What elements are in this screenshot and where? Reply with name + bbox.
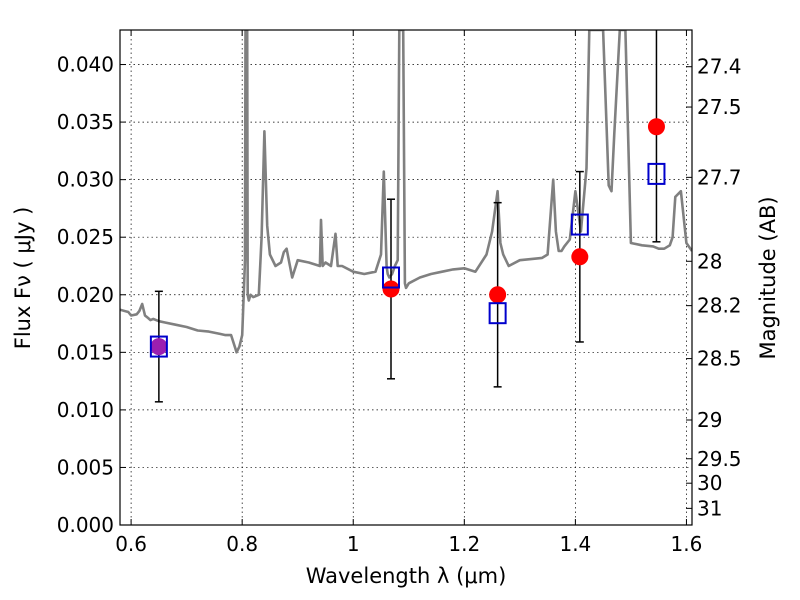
mag-tick-label: 27.4 [697, 55, 742, 79]
mag-tick-label: 28.5 [697, 347, 742, 371]
observed-point [489, 286, 507, 304]
grid [120, 30, 692, 525]
mag-tick-label: 31 [697, 496, 722, 520]
y-tick-label: 0.015 [57, 340, 114, 364]
mag-tick-label: 27.5 [697, 95, 742, 119]
x-tick-label: 1 [347, 532, 360, 556]
model-point [647, 162, 666, 185]
y-tick-label: 0.010 [57, 398, 114, 422]
y-tick-label: 0.040 [57, 53, 114, 77]
observed-point [382, 280, 400, 298]
y-tick-label: 0.020 [57, 283, 114, 307]
y-tick-label: 0.000 [57, 513, 114, 537]
observed-point [647, 118, 665, 136]
y-tick-label: 0.030 [57, 168, 114, 192]
x-tick-label: 0.8 [226, 532, 258, 556]
model-point [570, 213, 589, 236]
axes: 0.6 0.8 1 1.2 1.4 1.6 0.000 0.005 0.010 0.015 0.02… [57, 30, 742, 556]
mag-tick-label: 27.7 [697, 165, 742, 189]
data-layer [120, 30, 692, 403]
x-axis-title: Wavelength λ (μm) [306, 564, 507, 588]
y-tick-label: 0.005 [57, 455, 114, 479]
model-point [149, 335, 168, 358]
x-tick-label: 1.2 [448, 532, 480, 556]
x-tick-label: 0.6 [115, 532, 147, 556]
plot-frame [119, 29, 693, 526]
observed-point [571, 248, 589, 266]
mag-tick-label: 30 [697, 471, 722, 495]
y-tick-label: 0.035 [57, 110, 114, 134]
mag-tick-label: 29 [697, 408, 722, 432]
y2-axis-title: Magnitude (AB) [756, 196, 780, 359]
y-axis-title: Flux Fν ( μJy ) [11, 207, 35, 350]
x-tick-label: 1.4 [559, 532, 591, 556]
x-tick-label: 1.6 [671, 532, 703, 556]
mag-tick-label: 29.5 [697, 447, 742, 471]
mag-tick-label: 28.2 [697, 294, 742, 318]
observed-point [150, 338, 168, 356]
mag-tick-label: 28 [697, 249, 722, 273]
model-point [382, 266, 401, 289]
model-point [488, 302, 507, 325]
spectrum-line [120, 30, 692, 354]
y-tick-label: 0.025 [57, 225, 114, 249]
